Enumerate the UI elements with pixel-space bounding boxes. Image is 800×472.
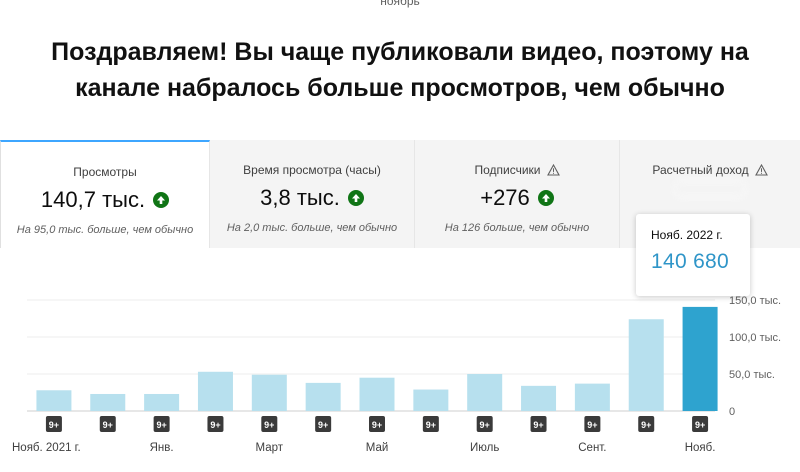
card-views-title: Просмотры	[73, 165, 137, 179]
video-badge	[99, 416, 116, 432]
video-badge-label: 9+	[533, 420, 543, 430]
x-tick-label: Янв.	[150, 442, 174, 454]
y-tick-label: 50,0 тыс.	[729, 369, 775, 381]
video-badge-label: 9+	[695, 420, 705, 430]
card-views-sub: На 95,0 тыс. больше, чем обычно	[16, 224, 194, 236]
metric-cards: Просмотры 140,7 тыс. На 95,0 тыс. больше…	[0, 140, 800, 248]
bar-12	[682, 306, 718, 411]
card-watch-time[interactable]: Время просмотра (часы) 3,8 тыс. На 2,0 т…	[210, 140, 415, 248]
card-subscribers[interactable]: Подписчики +276 На 126 больше, чем обычн…	[415, 140, 620, 248]
card-watch-time-sub: На 2,0 тыс. больше, чем обычно	[226, 222, 398, 234]
arrow-up-icon	[537, 190, 554, 206]
video-badge	[584, 416, 601, 432]
video-badge	[692, 416, 709, 432]
bar-7	[413, 389, 449, 411]
bar-1	[90, 393, 126, 411]
video-badge	[153, 416, 170, 432]
bar-0	[36, 390, 72, 411]
video-badge-label: 9+	[641, 420, 651, 430]
video-badge	[261, 416, 278, 432]
video-badge	[207, 416, 224, 432]
video-badge	[422, 416, 439, 432]
bar-2	[144, 393, 180, 411]
video-badge	[315, 416, 332, 432]
top-month-label: ноябрь	[380, 0, 420, 8]
x-tick-label: Июль	[470, 442, 499, 454]
bar-8	[467, 374, 503, 411]
video-badge	[369, 416, 385, 432]
x-tick-label: Нояб.	[685, 442, 716, 454]
y-tick-label: 100,0 тыс.	[729, 332, 781, 344]
card-views[interactable]: Просмотры 140,7 тыс. На 95,0 тыс. больше…	[0, 140, 210, 248]
video-badge-label: 9+	[587, 420, 597, 430]
video-badge-label: 9+	[49, 420, 59, 430]
video-badge-label: 9+	[264, 420, 274, 430]
card-subscribers-title: Подписчики	[474, 163, 541, 177]
video-badge-label: 9+	[318, 420, 328, 430]
card-subscribers-value: +276	[480, 185, 530, 210]
x-tick-label: Май	[366, 442, 389, 454]
video-badge-label: 9+	[426, 420, 436, 430]
y-tick-label: 0	[729, 406, 735, 418]
card-views-value: 140,7 тыс.	[40, 187, 146, 212]
headline: Поздравляем! Вы чаще публиковали видео, …	[51, 38, 749, 102]
x-tick-label: Март	[256, 442, 284, 454]
tooltip-value: 140 680	[651, 250, 730, 273]
video-badge	[530, 416, 547, 432]
card-subscribers-sub: На 126 больше, чем обычно	[444, 222, 590, 234]
card-watch-time-value: 3,8 тыс.	[260, 185, 340, 210]
video-badge-label: 9+	[156, 420, 166, 430]
video-badge-label: 9+	[103, 420, 113, 430]
video-badge	[476, 416, 493, 432]
bar-10	[574, 383, 610, 411]
warning-icon[interactable]	[546, 164, 560, 176]
bar-3	[197, 371, 233, 411]
arrow-up-icon	[347, 190, 364, 206]
revenue-hidden-value	[675, 182, 745, 196]
chart-tooltip: Нояб. 2022 г. 140 680	[636, 214, 750, 296]
bar-5	[305, 382, 341, 411]
bar-9	[521, 385, 557, 411]
bar-6	[359, 377, 395, 411]
x-tick-label: Нояб. 2021 г.	[12, 442, 81, 454]
card-revenue-title: Расчетный доход	[652, 163, 749, 177]
video-badge	[638, 416, 655, 432]
views-bar-chart: 0 50,0 тыс. 100,0 тыс. 150,0 тыс. 9+ 9+ 9+ 9+ 9+…	[12, 295, 781, 454]
warning-icon[interactable]	[754, 164, 768, 176]
video-badge-label: 9+	[210, 420, 220, 430]
bar-11	[628, 319, 664, 411]
video-badge-label: 9+	[372, 420, 382, 430]
y-tick-label: 150,0 тыс.	[729, 295, 781, 307]
tooltip-date: Нояб. 2022 г.	[651, 228, 723, 242]
video-badge	[45, 416, 62, 432]
card-watch-time-title: Время просмотра (часы)	[243, 163, 381, 177]
x-tick-label: Сент.	[578, 442, 606, 454]
bar-4	[251, 374, 287, 411]
video-badge-label: 9+	[480, 420, 490, 430]
arrow-up-icon	[153, 192, 170, 208]
